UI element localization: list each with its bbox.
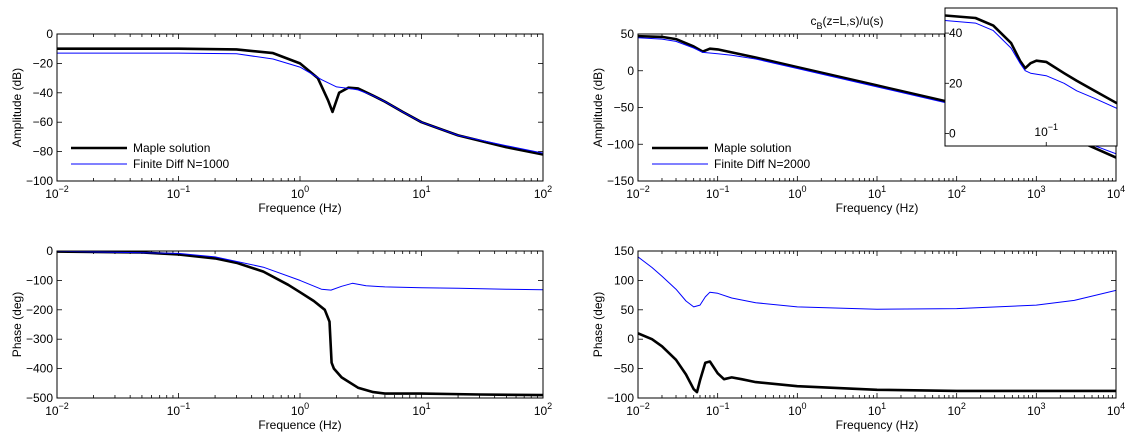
y-tick-label: 100 xyxy=(614,273,634,287)
series-line xyxy=(638,332,1116,394)
series-line xyxy=(57,251,543,397)
legend-label: Finite Diff N=1000 xyxy=(133,157,229,171)
y-axis-label: Phase (deg) xyxy=(591,292,605,357)
inset-series-line xyxy=(945,14,1117,105)
x-axis-label: Frequence (Hz) xyxy=(258,201,341,215)
y-tick-label: −100 xyxy=(26,273,53,287)
y-axis-label: Phase (deg) xyxy=(10,292,24,357)
y-tick-label: −150 xyxy=(607,174,634,188)
inset-y-tick-label: 20 xyxy=(949,76,963,90)
y-tick-label: −60 xyxy=(33,115,54,129)
y-tick-label: 50 xyxy=(621,27,635,41)
y-tick-label: −100 xyxy=(26,174,53,188)
legend-box xyxy=(646,137,824,173)
x-axis-label: Frequence (Hz) xyxy=(258,418,341,432)
y-tick-label: −100 xyxy=(607,137,634,151)
plot-frame xyxy=(56,250,544,399)
y-tick-label: −200 xyxy=(26,303,53,317)
inset-y-tick-label: 0 xyxy=(949,126,956,140)
y-tick-label: −100 xyxy=(607,391,634,405)
y-tick-label: −400 xyxy=(26,362,53,376)
chart-left-phase: 10−2 10−1 100 101 1020−100−200−300−400−500Fr… xyxy=(10,244,552,432)
plot-frame xyxy=(56,33,544,182)
y-axis-label: Amplitude (dB) xyxy=(591,68,605,147)
y-tick-label: −300 xyxy=(26,332,53,346)
y-tick-label: 0 xyxy=(627,332,634,346)
legend-label: Finite Diff N=2000 xyxy=(714,157,810,171)
inset-background xyxy=(945,8,1117,146)
x-axis-label: Frequency (Hz) xyxy=(836,418,919,432)
y-tick-label: −20 xyxy=(33,56,54,70)
legend-label: Maple solution xyxy=(714,141,791,155)
series-line xyxy=(57,52,543,154)
x-axis-label: Frequency (Hz) xyxy=(836,201,919,215)
y-tick-label: 150 xyxy=(614,244,634,258)
y-tick-label: −40 xyxy=(33,86,54,100)
y-tick-label: 0 xyxy=(46,244,53,258)
inset-series-line xyxy=(945,20,1117,109)
plot-frame xyxy=(637,250,1117,399)
series-line xyxy=(57,251,543,291)
y-tick-label: 0 xyxy=(627,64,634,78)
series-line xyxy=(638,256,1116,310)
legend-label: Maple solution xyxy=(133,141,210,155)
chart-title: cB(z=L,s)/u(s) xyxy=(810,14,883,31)
legend-box xyxy=(65,137,243,173)
series-line xyxy=(638,34,1116,159)
y-axis-label: Amplitude (dB) xyxy=(10,68,24,147)
chart-right-amplitude: 10−2 10−1 100 101 102 103 104500−50−100−150Fre… xyxy=(591,7,1125,215)
y-tick-label: −50 xyxy=(614,101,635,115)
y-tick-label: −500 xyxy=(26,391,53,405)
y-tick-label: 0 xyxy=(46,27,53,41)
y-tick-label: 50 xyxy=(621,303,635,317)
inset-frame xyxy=(944,7,1118,147)
y-tick-label: −80 xyxy=(33,145,54,159)
chart-left-amplitude: 10−2 10−1 100 101 1020−20−40−60−80−100Freque… xyxy=(10,27,552,215)
inset-y-tick-label: 40 xyxy=(949,26,963,40)
y-tick-label: −50 xyxy=(614,362,635,376)
